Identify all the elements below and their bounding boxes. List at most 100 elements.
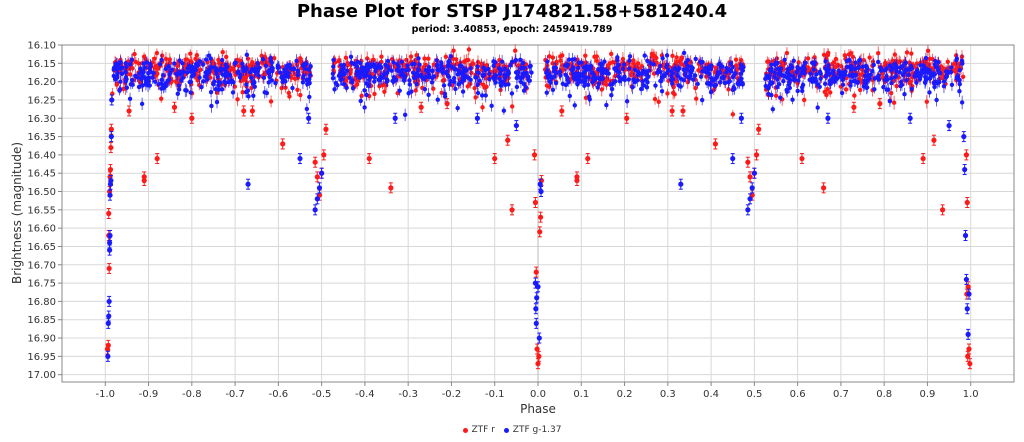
data-point: [505, 134, 511, 146]
band-point: [857, 84, 863, 96]
data-point: [962, 164, 968, 176]
band-point: [656, 96, 661, 108]
band-point: [550, 51, 556, 64]
band-point: [892, 48, 898, 61]
band-point: [114, 80, 119, 90]
band-point: [830, 68, 836, 78]
band-point: [817, 81, 822, 93]
band-point: [290, 83, 295, 93]
band-point: [909, 83, 914, 95]
band-point: [728, 56, 734, 70]
band-point: [295, 83, 300, 97]
band-point: [837, 68, 842, 80]
band-point: [791, 56, 796, 66]
data-point: [126, 105, 132, 117]
data-point: [877, 98, 883, 110]
x-tick-label: -0.8: [182, 389, 202, 400]
band-point: [148, 66, 154, 77]
data-point: [314, 171, 320, 183]
y-tick-label: 16.45: [27, 169, 56, 180]
y-tick-label: 16.50: [27, 187, 56, 198]
band-point: [570, 53, 575, 67]
band-point: [183, 53, 188, 67]
band-point: [172, 57, 177, 70]
band-point: [945, 66, 951, 77]
data-point: [963, 149, 970, 161]
band-point: [235, 68, 240, 77]
band-point: [240, 56, 245, 71]
data-point: [249, 105, 255, 117]
band-point: [219, 55, 225, 66]
band-point: [505, 70, 510, 79]
band-point: [604, 100, 609, 110]
band-point: [900, 68, 906, 82]
band-point: [886, 82, 891, 97]
band-point: [146, 73, 151, 84]
band-point: [491, 56, 496, 67]
band-point: [493, 70, 499, 81]
band-point: [243, 86, 249, 98]
x-tick-label: -0.9: [139, 389, 159, 400]
band-point: [434, 53, 439, 67]
data-point: [965, 328, 971, 340]
band-point: [264, 88, 270, 98]
band-point: [487, 72, 492, 86]
band-point: [377, 81, 382, 91]
band-point: [458, 68, 464, 79]
band-point: [429, 76, 435, 89]
band-point: [163, 79, 169, 93]
band-point: [411, 72, 417, 84]
band-point: [452, 75, 457, 89]
data-point: [533, 303, 539, 315]
band-point: [502, 62, 508, 75]
band-point: [609, 89, 614, 101]
band-point: [653, 81, 658, 90]
band-point: [489, 100, 494, 112]
band-point: [246, 92, 251, 101]
band-point: [914, 58, 920, 69]
band-point: [872, 85, 877, 94]
band-point: [435, 94, 440, 105]
data-point: [108, 131, 114, 143]
band-point: [826, 59, 831, 71]
data-point: [747, 171, 753, 183]
band-point: [287, 92, 292, 101]
band-point: [549, 72, 555, 84]
band-point: [447, 78, 452, 91]
data-point: [966, 288, 972, 300]
band-point: [460, 85, 466, 98]
band-point: [909, 47, 914, 60]
band-point: [527, 76, 532, 86]
band-point: [924, 95, 929, 109]
band-point: [553, 62, 558, 74]
band-point: [445, 61, 450, 72]
band-point: [694, 92, 699, 106]
band-point: [811, 63, 817, 77]
band-point: [828, 78, 833, 89]
data-point: [967, 358, 973, 370]
band-point: [610, 56, 616, 68]
band-point: [268, 95, 274, 108]
band-point: [177, 54, 182, 67]
data-point: [444, 98, 450, 110]
data-point: [825, 112, 831, 124]
data-point: [538, 186, 544, 198]
band-point: [180, 66, 185, 79]
band-point: [527, 60, 532, 73]
band-point: [512, 43, 518, 58]
band-point: [468, 63, 474, 74]
band-point: [617, 66, 622, 79]
data-point: [312, 204, 318, 216]
x-tick-label: 0.0: [530, 389, 546, 400]
band-point: [159, 94, 164, 103]
band-point: [169, 64, 175, 76]
data-point: [105, 350, 111, 362]
band-point: [622, 71, 627, 82]
band-point: [350, 76, 355, 89]
band-point: [576, 72, 581, 83]
band-point: [233, 58, 238, 68]
band-point: [582, 81, 587, 90]
band-point: [480, 102, 485, 112]
band-point: [787, 82, 792, 94]
band-point: [252, 65, 257, 78]
